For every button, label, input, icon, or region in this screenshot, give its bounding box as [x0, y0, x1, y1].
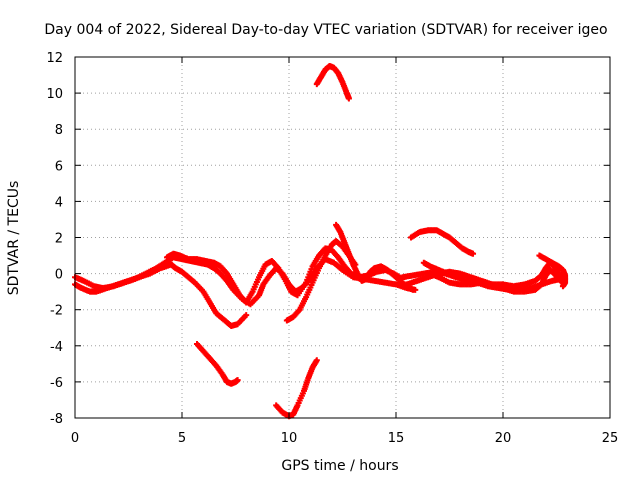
grid-lines — [75, 57, 610, 418]
y-axis-label: SDTVAR / TECUs — [6, 181, 22, 296]
y-tick-label: 10 — [46, 87, 63, 102]
y-tick-label: 12 — [46, 51, 63, 66]
y-tick-label: 2 — [55, 232, 63, 247]
data-series — [72, 63, 569, 420]
x-tick-label: 0 — [71, 431, 79, 446]
x-tick-label: 20 — [495, 431, 512, 446]
data-point — [559, 283, 566, 290]
x-axis-label: GPS time / hours — [281, 458, 398, 474]
y-tick-label: 6 — [55, 159, 63, 174]
data-point — [234, 377, 241, 384]
data-point — [313, 357, 320, 364]
data-point — [461, 272, 468, 279]
y-tick-label: -2 — [50, 304, 63, 319]
y-tick-label: 0 — [55, 268, 63, 283]
series-arc-l — [313, 63, 352, 102]
x-tick-label: 15 — [388, 431, 405, 446]
axis-ticks: 0 5 10 15 20 25 -8 -6 -4 -2 0 2 4 6 8 10 12 — [46, 51, 618, 446]
series-arc-i — [420, 259, 468, 279]
y-tick-label: -4 — [50, 340, 63, 355]
y-tick-label: 8 — [55, 123, 63, 138]
series-arc-k — [407, 227, 477, 257]
y-tick-label: -8 — [50, 412, 63, 427]
data-point — [410, 286, 417, 293]
x-tick-label: 5 — [178, 431, 186, 446]
chart-title: Day 004 of 2022, Sidereal Day-to-day VTE… — [44, 22, 607, 38]
series-arc-m — [193, 340, 241, 387]
series-arc-h — [427, 259, 566, 290]
y-tick-label: -6 — [50, 376, 63, 391]
series-arc-j — [536, 252, 569, 290]
y-tick-label: 4 — [55, 195, 63, 210]
data-point — [470, 250, 477, 257]
data-point — [243, 312, 250, 319]
x-tick-label: 25 — [602, 431, 619, 446]
data-point — [345, 95, 352, 102]
x-tick-label: 10 — [281, 431, 298, 446]
